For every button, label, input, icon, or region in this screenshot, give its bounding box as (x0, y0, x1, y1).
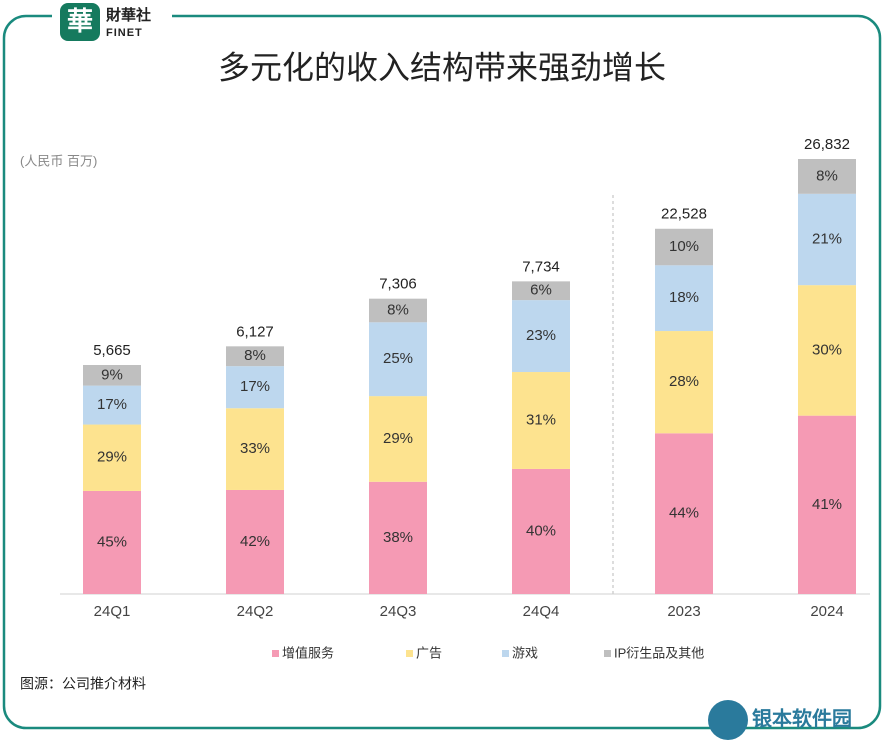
bar-segment (83, 424, 141, 491)
segment-label: 29% (383, 430, 413, 447)
bar-segment (226, 346, 284, 367)
bar-segment (798, 193, 856, 286)
segment-label: 17% (240, 378, 270, 395)
segment-label: 23% (526, 327, 556, 344)
bar-segment (512, 281, 570, 301)
segment-label: 28% (669, 373, 699, 390)
bar-segment (226, 408, 284, 490)
bar-segment (83, 365, 141, 386)
bar-segment (369, 396, 427, 482)
legend-swatch (272, 650, 279, 657)
x-tick-label: 24Q2 (237, 603, 274, 620)
bar-segment (798, 285, 856, 416)
legend-label: 游戏 (512, 645, 538, 660)
segment-label: 30% (812, 341, 842, 358)
bar-segment (512, 468, 570, 594)
segment-label: 6% (530, 282, 552, 299)
bar-segment (369, 298, 427, 323)
bar-segment (798, 159, 856, 194)
bar-segment (226, 489, 284, 594)
total-label: 22,528 (661, 206, 707, 223)
segment-label: 8% (387, 301, 409, 318)
frame (2, 14, 882, 730)
bar-segment (369, 322, 427, 397)
segment-label: 45% (97, 533, 127, 550)
segment-label: 33% (240, 440, 270, 457)
bar-segment (655, 228, 713, 266)
segment-label: 18% (669, 289, 699, 306)
legend-label: 增值服务 (282, 645, 334, 660)
chart-title: 多元化的收入结构带来强劲增长 (218, 49, 666, 85)
segment-label: 41% (812, 496, 842, 513)
x-tick-label: 24Q1 (94, 603, 131, 620)
legend-swatch (604, 650, 611, 657)
legend-swatch (502, 650, 509, 657)
segment-label: 8% (244, 347, 266, 364)
watermark: 银本软件园 (752, 706, 852, 730)
segment-label: 8% (816, 167, 838, 184)
bar-segment (226, 366, 284, 409)
x-tick-label: 2023 (667, 603, 700, 620)
segment-label: 25% (383, 350, 413, 367)
legend-swatch (406, 650, 413, 657)
total-label: 7,306 (379, 276, 417, 293)
segment-label: 17% (97, 396, 127, 413)
segment-label: 42% (240, 533, 270, 550)
logo-en: FINET (106, 27, 143, 39)
bar-segment (83, 490, 141, 594)
legend-label: IP衍生品及其他 (614, 645, 704, 660)
segment-label: 44% (669, 505, 699, 522)
x-tick-label: 24Q3 (380, 603, 417, 620)
total-label: 26,832 (804, 136, 850, 153)
total-label: 6,127 (236, 323, 274, 340)
bar-segment (83, 385, 141, 425)
source: 图源：公司推介材料 (20, 676, 146, 692)
total-label: 7,734 (522, 258, 560, 275)
x-tick-label: 2024 (810, 603, 843, 620)
watermark-icon (708, 700, 748, 740)
total-label: 5,665 (93, 342, 131, 359)
bar-segment (512, 372, 570, 469)
segment-label: 38% (383, 529, 413, 546)
segment-label: 31% (526, 411, 556, 428)
bar-segment (512, 300, 570, 373)
x-tick-label: 24Q4 (523, 603, 560, 620)
segment-label: 29% (97, 449, 127, 466)
bar-segment (369, 481, 427, 594)
bar-segment (655, 433, 713, 594)
segment-label: 10% (669, 238, 699, 255)
segment-label: 40% (526, 522, 556, 539)
unit-label: (人民币 百万) (20, 153, 97, 168)
bar-segment (655, 265, 713, 332)
bar-segment (655, 331, 713, 434)
logo-icon (60, 3, 100, 41)
legend-label: 广告 (416, 645, 442, 660)
logo-cn: 財華社 (105, 6, 151, 24)
segment-label: 21% (812, 230, 842, 247)
bar-segment (798, 415, 856, 594)
logo-mark: 華 (67, 6, 93, 36)
segment-label: 9% (101, 366, 123, 383)
